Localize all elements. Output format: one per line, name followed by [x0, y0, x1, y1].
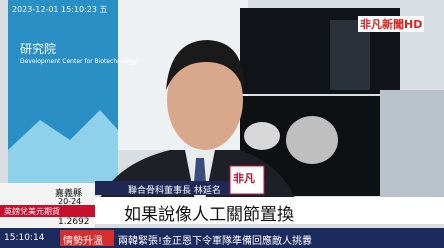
sign-subtitle: Development Center for Biotechnology: [20, 58, 137, 65]
sign-title: 研究院: [20, 40, 56, 57]
ticker-label: 情勢升溫: [63, 232, 103, 247]
market-name: 英鎊兌美元期貨: [4, 206, 60, 217]
channel-tag: 非凡: [233, 170, 255, 186]
speaker-name: 聯合骨科董事長 林延名: [128, 183, 221, 196]
clock: 15:10:14: [4, 233, 44, 243]
channel-logo: 非凡新聞HD: [358, 16, 424, 32]
weather-temp: 20-24: [58, 197, 81, 206]
timestamp: 2023-12-01 15:10:23 五: [12, 4, 108, 15]
scan-image: [286, 116, 338, 164]
ticker-text: 兩韓緊張!金正恩下令軍隊準備回應敵人挑釁: [118, 232, 312, 247]
caption: 如果說像人工關節置換: [124, 200, 294, 225]
page: {"overlay":{"timestamp":"2023-12-01 15:1…: [0, 0, 444, 248]
market-value: 1.2692: [58, 217, 90, 227]
scan-image: [244, 122, 280, 150]
